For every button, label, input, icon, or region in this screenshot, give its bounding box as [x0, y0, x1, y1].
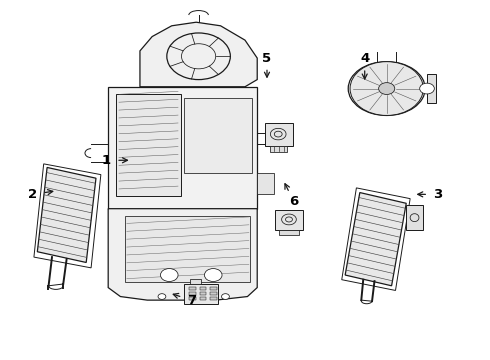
- Polygon shape: [108, 87, 257, 209]
- Polygon shape: [189, 292, 196, 295]
- Polygon shape: [189, 287, 196, 290]
- Polygon shape: [210, 292, 217, 295]
- Polygon shape: [184, 284, 218, 304]
- Polygon shape: [184, 98, 252, 173]
- Circle shape: [379, 83, 395, 94]
- Text: 5: 5: [263, 51, 271, 64]
- Polygon shape: [199, 292, 206, 295]
- Polygon shape: [275, 210, 303, 230]
- Text: 4: 4: [360, 51, 369, 64]
- Polygon shape: [140, 22, 257, 87]
- Polygon shape: [108, 209, 257, 300]
- Polygon shape: [116, 94, 181, 196]
- Polygon shape: [37, 167, 96, 262]
- Polygon shape: [210, 287, 217, 290]
- Polygon shape: [270, 146, 287, 152]
- Polygon shape: [189, 297, 196, 300]
- Text: 1: 1: [101, 154, 110, 167]
- Circle shape: [204, 269, 222, 282]
- Polygon shape: [125, 216, 250, 282]
- Polygon shape: [265, 123, 293, 146]
- Text: 6: 6: [289, 195, 298, 208]
- Polygon shape: [190, 279, 201, 284]
- Polygon shape: [345, 193, 406, 286]
- Circle shape: [221, 294, 229, 300]
- Polygon shape: [279, 230, 299, 235]
- Circle shape: [350, 62, 423, 116]
- Text: 7: 7: [187, 294, 196, 307]
- Polygon shape: [199, 287, 206, 290]
- Polygon shape: [257, 173, 274, 194]
- Circle shape: [158, 294, 166, 300]
- Polygon shape: [406, 205, 423, 230]
- Circle shape: [419, 83, 434, 94]
- Text: 3: 3: [433, 188, 442, 201]
- Polygon shape: [427, 74, 436, 103]
- Circle shape: [160, 269, 178, 282]
- Polygon shape: [199, 297, 206, 300]
- Polygon shape: [210, 297, 217, 300]
- Text: 2: 2: [28, 188, 37, 201]
